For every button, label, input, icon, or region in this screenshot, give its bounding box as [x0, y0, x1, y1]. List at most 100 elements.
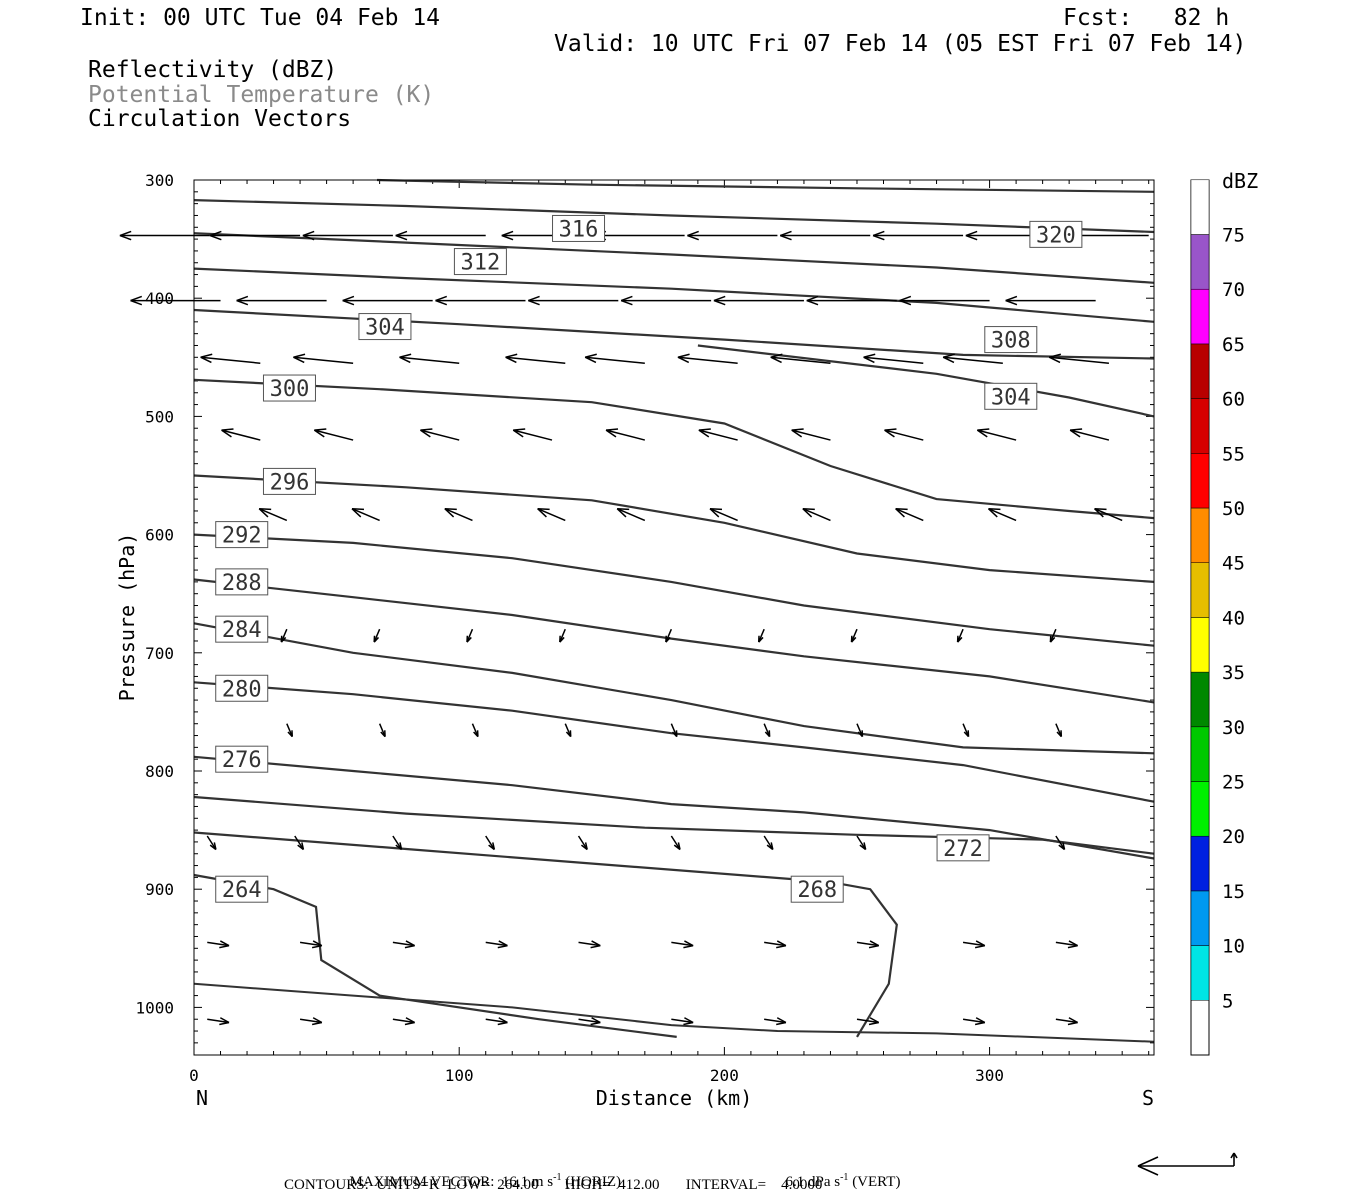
- circulation-vector: [584, 353, 645, 364]
- circulation-vector: [671, 1017, 694, 1026]
- colorbar-level-label: 20: [1222, 826, 1245, 848]
- isentrope-320: [376, 178, 1155, 193]
- circulation-vectors: [119, 230, 1149, 1026]
- dbz-colorbar: 5 10 15 20 25 30 35 40 45 50 55 60 65 70 75: [1190, 179, 1245, 1056]
- circulation-vector: [764, 940, 787, 949]
- circulation-vector: [1049, 628, 1057, 643]
- isentrope-288: [193, 578, 1155, 704]
- circulation-vector: [763, 835, 774, 851]
- circulation-vector: [1094, 507, 1123, 522]
- circulation-vector: [392, 1017, 416, 1026]
- max-vector-vert: 6.1 dPa s-1 (VERT): [778, 1158, 901, 1190]
- circulation-vector: [770, 353, 831, 364]
- x-start-label: N: [196, 1086, 208, 1110]
- circulation-vector: [976, 428, 1017, 441]
- isentrope-label: 264: [222, 878, 262, 903]
- circulation-vector: [512, 428, 553, 441]
- field-reflectivity: Reflectivity (dBZ): [88, 57, 338, 83]
- isentrope-label: 284: [222, 618, 262, 643]
- circulation-vector: [351, 507, 380, 522]
- circulation-vector: [899, 295, 990, 306]
- y-tick-label: 400: [145, 289, 174, 308]
- circulation-vector: [884, 428, 924, 441]
- isentrope-label: 280: [222, 677, 262, 702]
- y-tick-label: 900: [145, 880, 174, 899]
- x-end-label: S: [1142, 1086, 1154, 1110]
- circulation-vector: [299, 940, 323, 949]
- circulation-vector: [466, 628, 474, 643]
- circulation-vector: [286, 723, 294, 738]
- circulation-vector: [485, 835, 496, 851]
- isentrope-label-box: [1029, 220, 1083, 248]
- isentrope-label-box: [262, 467, 316, 495]
- circulation-vector: [395, 230, 486, 241]
- circulation-vector: [119, 230, 210, 241]
- x-tick-label: 0: [189, 1066, 199, 1085]
- valid-time: Valid: 10 UTC Fri 07 Feb 14 (05 EST Fri …: [554, 31, 1247, 57]
- circulation-vector: [258, 507, 288, 522]
- isentrope-label-box: [552, 214, 606, 242]
- circulation-vector: [1055, 723, 1063, 738]
- circulation-vector: [392, 835, 403, 851]
- circulation-vector: [1055, 1017, 1078, 1026]
- circulation-vector: [665, 628, 673, 643]
- isentrope-label: 316: [559, 217, 599, 242]
- isentrope-label-box: [215, 745, 269, 773]
- circulation-vector: [299, 1017, 323, 1026]
- vert-unit-exponent: -1: [840, 1172, 849, 1183]
- isentrope-300: [193, 378, 1155, 520]
- circulation-vector: [605, 428, 646, 441]
- circulation-vector: [594, 230, 685, 241]
- circulation-vector: [856, 835, 867, 851]
- colorbar-swatch: [1190, 835, 1210, 892]
- isentrope-label-box: [215, 875, 269, 903]
- colorbar-swatch: [1190, 781, 1210, 837]
- colorbar-swatch: [1190, 288, 1210, 345]
- circulation-vector: [378, 723, 386, 738]
- isentrope-label: 320: [1036, 223, 1076, 248]
- y-tick-label: 1000: [135, 998, 174, 1017]
- circulation-vector: [207, 1017, 230, 1026]
- isentrope-label-box: [215, 615, 269, 643]
- colorbar-level-label: 15: [1222, 881, 1245, 903]
- circulation-vector: [856, 940, 880, 949]
- circulation-vector: [471, 723, 479, 738]
- circulation-vector: [677, 353, 738, 364]
- isentrope-312: [193, 232, 1155, 284]
- max-vector-horiz: MAXIMUM VECTOR: 16.1 m s: [349, 1174, 554, 1190]
- colorbar-level-label: 5: [1222, 990, 1233, 1012]
- x-axis-title: Distance (km): [596, 1086, 753, 1110]
- circulation-vector: [687, 230, 778, 241]
- circulation-vector: [956, 628, 964, 643]
- colorbar-level-label: 65: [1222, 334, 1245, 356]
- x-tick-label: 100: [445, 1066, 474, 1085]
- circulation-vector: [670, 835, 681, 851]
- circulation-vector: [392, 940, 416, 949]
- isentrope-label-box: [790, 875, 844, 903]
- circulation-vector: [280, 628, 288, 643]
- circulation-vector: [764, 1017, 787, 1026]
- circulation-vector: [962, 940, 986, 949]
- isentrope-label-box: [215, 521, 269, 549]
- circulation-vector: [620, 295, 712, 306]
- circulation-vector: [942, 353, 1003, 364]
- y-axis-title: Pressure (hPa): [115, 533, 139, 702]
- circulation-vector: [709, 507, 738, 522]
- circulation-vector: [872, 230, 964, 241]
- isentrope-276: [193, 755, 1155, 860]
- y-tick-label: 700: [145, 644, 174, 663]
- isentrope-label: 288: [222, 571, 262, 596]
- circulation-vector: [578, 1017, 601, 1026]
- circulation-vector: [528, 295, 619, 306]
- colorbar-level-label: 75: [1222, 225, 1245, 247]
- circulation-vector: [863, 353, 924, 364]
- isentrope-label: 304: [365, 316, 405, 341]
- isentrope-292: [193, 533, 1155, 647]
- isentrope-label: 308: [991, 329, 1031, 354]
- circulation-vector: [444, 507, 473, 522]
- colorbar-level-label: 70: [1222, 279, 1245, 301]
- isentrope-272: [193, 795, 1155, 855]
- colorbar-level-label: 35: [1222, 662, 1245, 684]
- isentrope-label-box: [984, 326, 1038, 354]
